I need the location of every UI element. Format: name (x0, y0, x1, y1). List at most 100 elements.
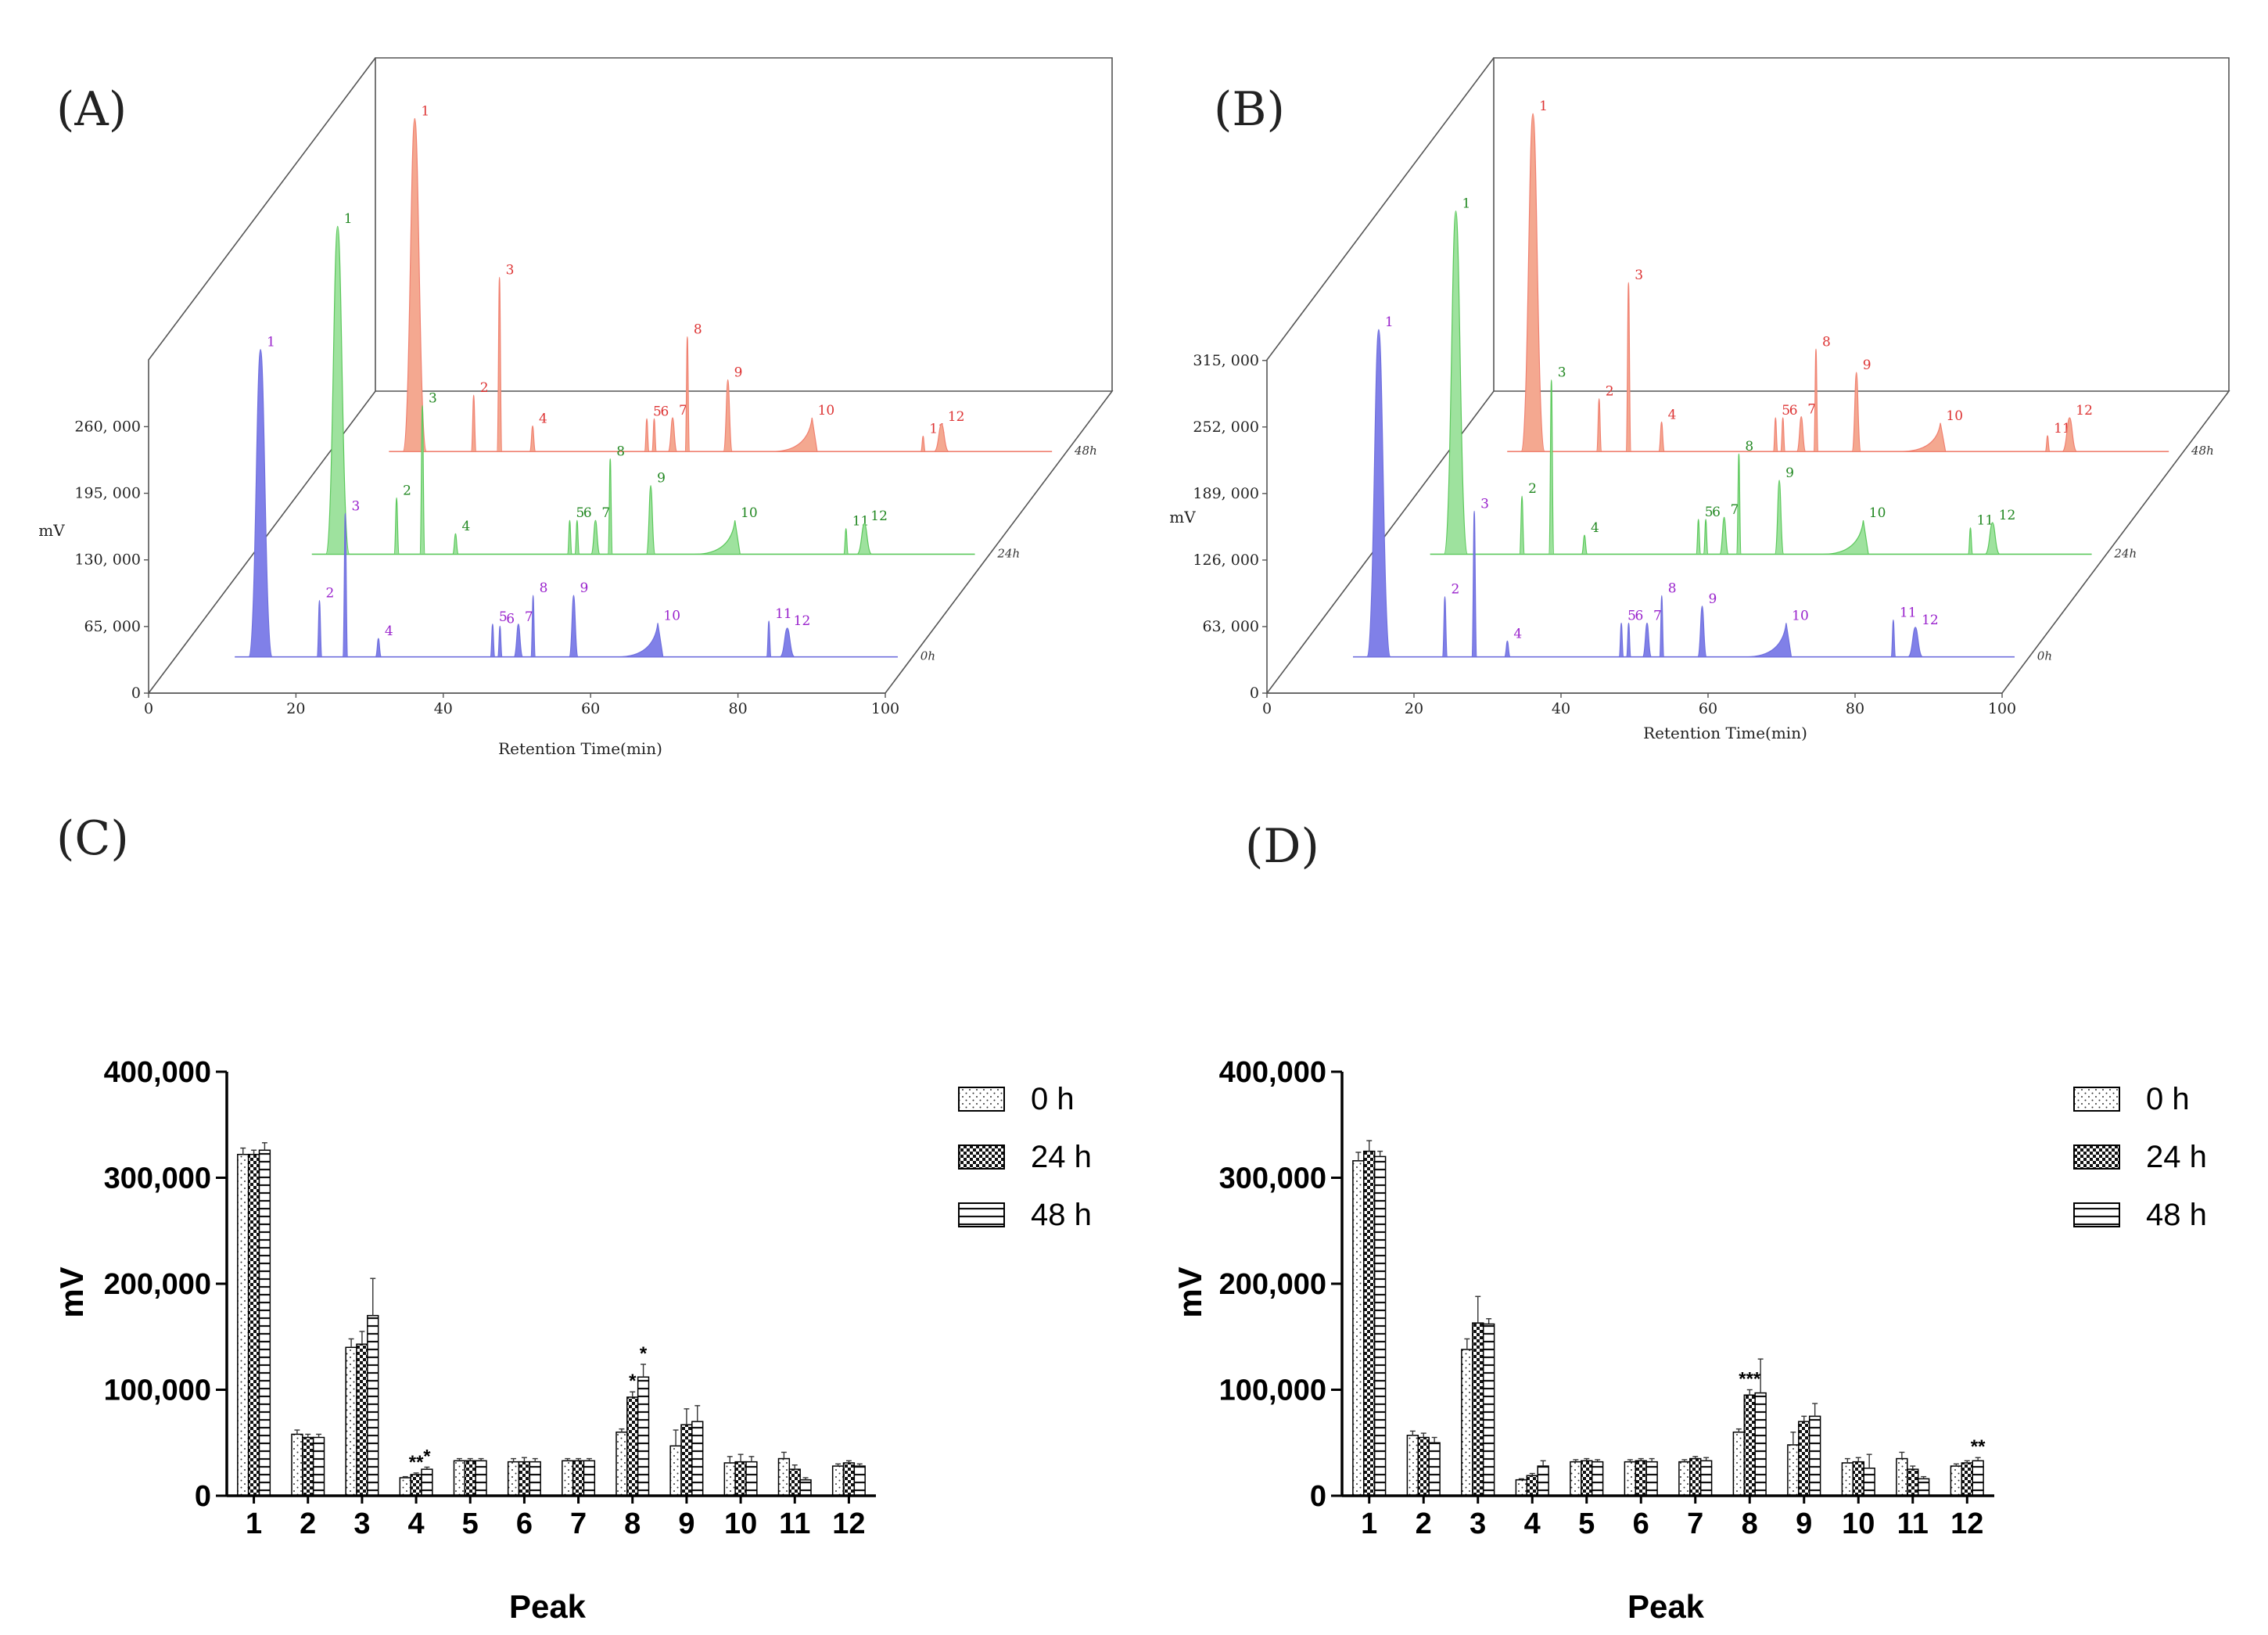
chrom-b-peak-label-24h-11: 11 (1977, 513, 1994, 529)
chrom-b-peak-0h-12 (1907, 627, 1924, 658)
bar-chart-d-x-tick-label: 5 (1578, 1507, 1595, 1540)
bar-chart-c-bar-24h-6 (518, 1461, 531, 1497)
chrom-a-peak-48h-1 (402, 117, 427, 452)
chrom-a-peak-0h-7 (513, 623, 524, 658)
bar-chart-d-bar-24h-4 (1526, 1475, 1538, 1497)
chrom-b-peak-label-0h-5: 5 (1627, 608, 1636, 623)
bar-chart-d-legend-label-24h: 24 h (2146, 1140, 2207, 1174)
chrom-a-peak-48h-7 (667, 417, 678, 452)
chrom-b-peak-24h-12 (1984, 522, 2001, 555)
bar-chart-c-legend-label-48h: 48 h (1031, 1198, 1092, 1232)
chrom-a-y-tick-label: 130, 000 (74, 552, 141, 569)
chrom-a-peak-48h-6 (651, 418, 658, 452)
chrom-a-peak-label-0h-4: 4 (385, 623, 393, 639)
chrom-a-peak-0h-8 (530, 595, 536, 658)
bar-chart-c-bar-0h-8 (615, 1431, 628, 1497)
chrom-a-peak-48h-8 (684, 336, 691, 452)
chrom-b-peak-label-24h-3: 3 (1558, 365, 1566, 381)
chrom-b-peak-48h-9 (1851, 372, 1861, 452)
chrom-b-peak-label-24h-8: 8 (1745, 439, 1753, 455)
bar-chart-d-x-tick-label: 3 (1470, 1507, 1486, 1540)
bar-chart-d-y-title: mV (1172, 1267, 1208, 1317)
chrom-a-peak-48h-4 (529, 425, 536, 452)
chrom-b-peak-label-0h-4: 4 (1513, 626, 1522, 641)
bar-chart-d-x-tick-label: 4 (1524, 1507, 1541, 1540)
bar-chart-d-bar-48h-7 (1699, 1460, 1713, 1497)
bar-chart-c-x-tick-label: 2 (300, 1507, 316, 1540)
chrom-b-peak-24h-2 (1519, 495, 1525, 555)
chrom-a-peak-0h-6 (497, 625, 503, 658)
bar-chart-c-x-tick-label: 1 (246, 1507, 262, 1540)
chromatogram-a-y-ticks: 0 65, 000 130, 000 195, 000 260, 000 (74, 418, 149, 702)
chrom-a-peak-24h-3 (419, 404, 425, 555)
chrom-b-x-tick-label: 0 (1262, 700, 1272, 717)
bar-chart-d-bar-0h-4 (1515, 1479, 1528, 1497)
bar-chart-d-bar-0h-11 (1896, 1457, 1908, 1497)
bar-chart-c-bar-48h-7 (583, 1460, 596, 1497)
chrom-b-back-wall (1493, 57, 2230, 391)
chrom-b-peak-0h-8 (1659, 595, 1665, 658)
chromatogram-a-y-title: mV (38, 521, 65, 540)
bar-chart-d-bar-0h-2 (1406, 1435, 1419, 1497)
chrom-b-x-tick-label: 60 (1699, 700, 1717, 717)
bar-chart-d-bar-48h-12 (1972, 1460, 1984, 1497)
chrom-b-peak-label-24h-4: 4 (1591, 520, 1599, 536)
chrom-a-peak-label-24h-9: 9 (657, 471, 666, 487)
chrom-a-peak-label-48h-6: 6 (660, 404, 669, 419)
chrom-a-peak-24h-8 (607, 458, 613, 555)
chrom-b-peak-0h-10 (1746, 623, 1793, 658)
bar-chart-c-bar-0h-2 (291, 1433, 303, 1497)
bar-chart-c-bar-0h-12 (831, 1465, 845, 1497)
chrom-a-peak-label-48h-5: 5 (653, 404, 662, 419)
bar-chart-c-bar-0h-11 (777, 1457, 791, 1497)
bar-chart-c-bar-24h-1 (247, 1153, 260, 1497)
bar-chart-d-bar-24h-9 (1798, 1421, 1810, 1497)
bar-chart-d-bar-48h-3 (1482, 1323, 1495, 1497)
bar-chart-d-bar-24h-8 (1743, 1394, 1756, 1497)
bar-chart-d-bar-0h-8 (1732, 1431, 1746, 1497)
chrom-a-peak-label-0h-8: 8 (540, 580, 548, 596)
bar-chart-d-legend-label-0h: 0 h (2146, 1082, 2190, 1116)
chrom-b-peak-label-24h-10: 10 (1869, 505, 1886, 521)
chrom-a-peak-0h-1 (248, 349, 273, 658)
chrom-a-peak-label-0h-3: 3 (351, 498, 360, 514)
bar-chart-c-x-tick-label: 11 (779, 1507, 810, 1540)
chrom-a-y-tick-label: 260, 000 (74, 418, 141, 435)
bar-chart-d-significance-12: ** (1971, 1436, 1986, 1457)
bar-chart-d-bar-24h-3 (1472, 1322, 1484, 1497)
chrom-b-peak-label-0h-6: 6 (1635, 608, 1644, 623)
chrom-a-peak-label-48h-4: 4 (539, 411, 547, 426)
chrom-b-peak-label-48h-8: 8 (1822, 334, 1831, 350)
chrom-b-y-tick-label: 126, 000 (1193, 552, 1259, 569)
chrom-b-peak-label-24h-6: 6 (1712, 505, 1721, 520)
chrom-b-peak-48h-2 (1595, 398, 1602, 452)
chrom-b-peak-0h-1 (1366, 329, 1391, 658)
chrom-a-peak-label-24h-5: 5 (576, 505, 584, 521)
chrom-b-peak-label-24h-5: 5 (1705, 505, 1714, 520)
chrom-a-y-tick-label: 65, 000 (84, 618, 141, 635)
chrom-b-trace-label-0h: 0h (2037, 649, 2052, 663)
chrom-a-peak-label-24h-3: 3 (429, 390, 437, 406)
chrom-b-peak-24h-1 (1443, 210, 1469, 555)
chrom-a-peak-label-48h-9: 9 (734, 365, 743, 381)
chrom-b-x-tick-label: 20 (1405, 700, 1423, 717)
chrom-a-peak-0h-11 (766, 620, 772, 658)
chrom-b-peak-24h-9 (1774, 480, 1785, 555)
bar-chart-c: ** *** 1 2 3 4 5 6 7 8 9 10 11 120100,000200,000300,… (53, 1056, 1092, 1625)
chrom-a-peak-48h-9 (723, 379, 733, 452)
bar-chart-d-bar-0h-5 (1570, 1461, 1582, 1497)
chrom-b-peak-label-48h-12: 12 (2076, 403, 2093, 419)
bar-chart-c-bar-48h-5 (475, 1460, 487, 1497)
bar-chart-c-x-tick-label: 5 (462, 1507, 479, 1540)
chrom-b-y-tick-label: 252, 000 (1193, 419, 1259, 436)
bar-chart-c-x-tick-label: 8 (624, 1507, 641, 1540)
chrom-a-peak-label-48h-3: 3 (506, 263, 515, 278)
bar-chart-c-bar-24h-2 (302, 1436, 314, 1497)
bar-chart-d-bar-24h-10 (1852, 1461, 1864, 1497)
chrom-b-peak-label-0h-1: 1 (1385, 314, 1394, 330)
chrom-a-peak-48h-10 (772, 417, 818, 452)
bar-chart-d-axes: 1 2 3 4 5 6 7 8 9 10 11 120100,000200,000300,000400… (1219, 1056, 1994, 1540)
